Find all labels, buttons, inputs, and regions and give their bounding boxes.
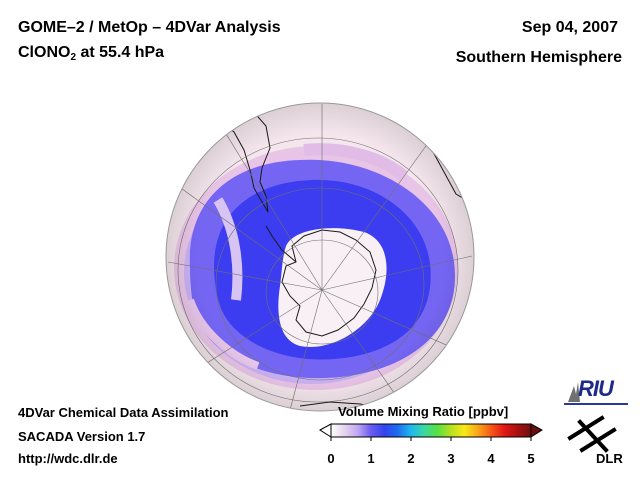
colorbar-under-arrow [319,423,332,438]
riu-logo-emblem [564,382,628,405]
colorbar-tick-label: 1 [367,451,375,466]
species-name: ClONO [18,44,71,61]
riu-logo: RIU [562,372,628,406]
colorbar-tick-label: 2 [407,451,415,466]
system-name: 4DVar Chemical Data Assimilation [18,405,229,420]
species-label: ClONO2 at 55.4 hPa [18,44,165,63]
colorbar-tick-label: 0 [327,451,335,466]
globe-shading [166,103,474,411]
hemisphere-label: Southern Hemisphere [455,49,622,66]
colorbar-tick-label: 4 [487,451,495,466]
colorbar-tick-label: 5 [527,451,535,466]
colorbar-title: Volume Mixing Ratio [ppbv] [338,404,509,419]
species-subscript: 2 [70,52,77,63]
riu-logo-text: RIU [578,376,614,401]
globe-outline [165,102,475,412]
map-title: GOME–2 / MetOp – 4DVar Analysis [18,19,281,36]
colorbar-over-arrow [530,423,543,438]
colorbar [330,423,532,438]
colorbar-tick-label: 3 [447,451,455,466]
colorbar-tick-marks [330,437,532,441]
map-date: Sep 04, 2007 [521,19,618,36]
version-label: SACADA Version 1.7 [18,429,146,444]
dlr-logo: DLR [562,412,628,472]
pressure-level: at 55.4 hPa [80,44,165,61]
dlr-logo-emblem [567,415,617,453]
data-url: http://wdc.dlr.de [18,451,118,466]
dlr-logo-text: DLR [596,451,623,466]
